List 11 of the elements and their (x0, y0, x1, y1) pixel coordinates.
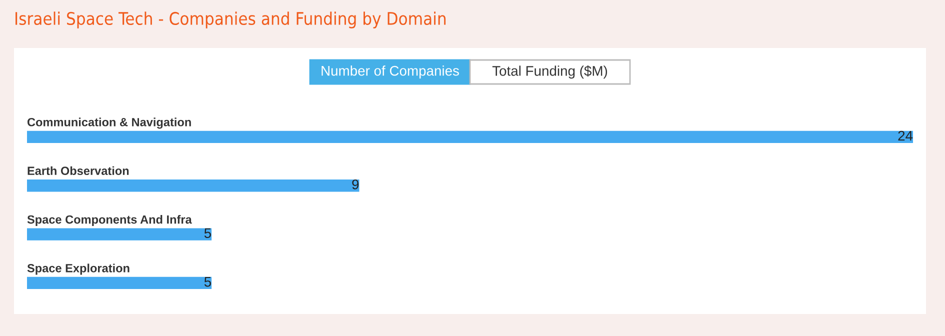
text: Total Funding ($M) (492, 65, 608, 79)
y-tick-label: Communication & Navigation (27, 118, 191, 129)
y-tick-label: Earth Observation (28, 166, 129, 176)
y-tick-label: Space Exploration (27, 264, 130, 275)
chart-title: Israeli Space Tech - Companies and Funding by Domain (16, 12, 446, 28)
data-label: 24 (898, 130, 913, 141)
data-label: 9 (352, 180, 359, 190)
text: Number of Companies (322, 66, 459, 78)
data-label: 5 (204, 228, 211, 238)
y-tick-label: Space Components And Infra (27, 215, 192, 226)
data-label: 5 (204, 277, 211, 287)
